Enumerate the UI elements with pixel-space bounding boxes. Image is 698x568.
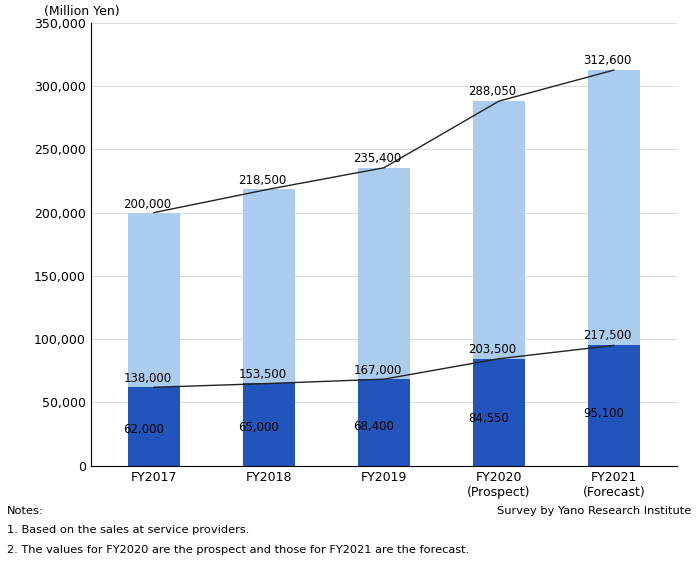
Bar	[358, 379, 410, 466]
Text: 312,600: 312,600	[584, 54, 632, 67]
Bar	[358, 168, 410, 379]
Text: 95,100: 95,100	[584, 407, 624, 420]
Bar	[243, 189, 295, 383]
Text: (Million Yen): (Million Yen)	[44, 5, 119, 18]
Text: 2. The values for FY2020 are the prospect and those for FY2021 are the forecast.: 2. The values for FY2020 are the prospec…	[7, 545, 469, 556]
Text: 167,000: 167,000	[353, 364, 402, 377]
Text: 200,000: 200,000	[124, 198, 172, 211]
Bar	[473, 359, 525, 466]
Text: 138,000: 138,000	[124, 372, 172, 385]
Text: 62,000: 62,000	[124, 423, 165, 436]
Text: Notes:: Notes:	[7, 506, 44, 516]
Bar	[473, 101, 525, 359]
Bar	[588, 70, 639, 345]
Text: 203,500: 203,500	[468, 343, 517, 356]
Text: 65,000: 65,000	[239, 421, 279, 435]
Bar	[588, 345, 639, 466]
Text: 218,500: 218,500	[239, 174, 287, 187]
Text: 84,550: 84,550	[468, 412, 509, 425]
Text: 153,500: 153,500	[239, 368, 287, 381]
Text: Survey by Yano Research Institute: Survey by Yano Research Institute	[497, 506, 691, 516]
Bar	[243, 383, 295, 466]
Text: 1. Based on the sales at service providers.: 1. Based on the sales at service provide…	[7, 525, 249, 536]
Text: 68,400: 68,400	[353, 420, 394, 433]
Bar	[128, 212, 180, 387]
Text: 217,500: 217,500	[584, 329, 632, 342]
Text: 235,400: 235,400	[353, 152, 401, 165]
Bar	[128, 387, 180, 466]
Text: 288,050: 288,050	[468, 85, 517, 98]
